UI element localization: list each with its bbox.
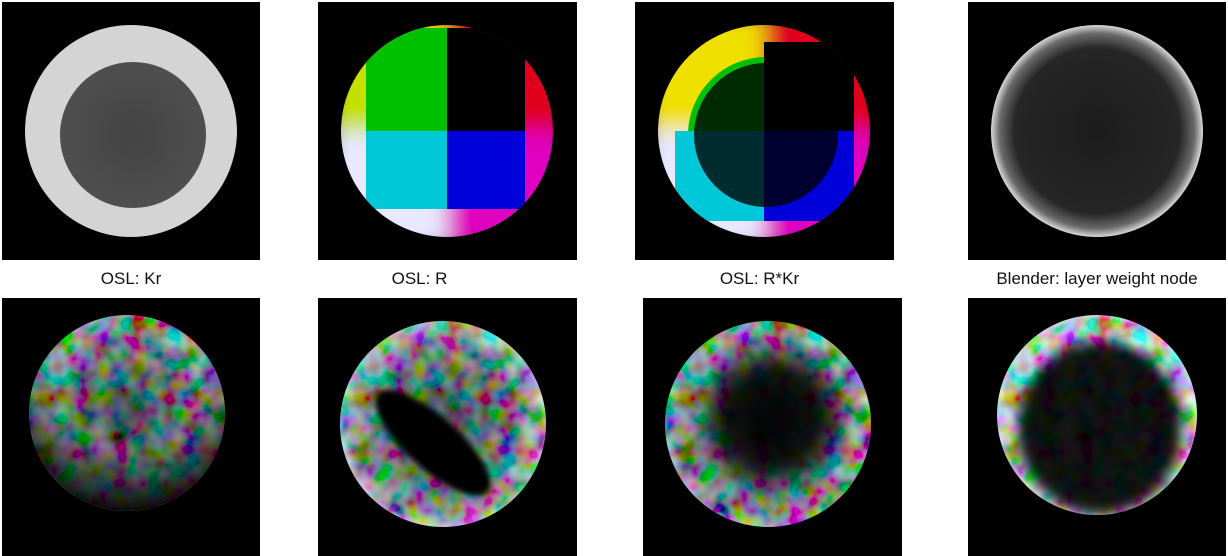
image-thinfilm-r-kr: [643, 298, 902, 556]
image-osl-r: [318, 2, 577, 260]
image-osl-kr: [2, 2, 260, 260]
thinfilm-rkr-render: [643, 298, 902, 556]
rkr-render: [635, 2, 894, 260]
image-osl-r-kr: [635, 2, 894, 260]
kr-render: [2, 2, 260, 260]
caption-osl-r-kr: OSL: R*Kr: [719, 269, 800, 288]
thinfilm-kr-render: [2, 298, 260, 556]
layer-weight-sphere: [991, 25, 1203, 237]
image-layer-weight: [968, 2, 1226, 260]
caption-layer-weight: Blender: layer weight node: [996, 269, 1198, 288]
thinfilm-r-render: [318, 298, 577, 556]
image-thinfilm-layer-weight: [968, 298, 1226, 556]
image-thinfilm-r: [318, 298, 577, 556]
kr-center: [60, 62, 206, 208]
image-thinfilm-kr: [2, 298, 260, 556]
caption-osl-r: OSL: R: [391, 269, 448, 288]
caption-osl-kr: OSL: Kr: [100, 269, 162, 288]
r-render: [318, 2, 577, 260]
thinfilm-layer-weight-render: [968, 298, 1226, 556]
layer-weight-render: [968, 2, 1226, 260]
